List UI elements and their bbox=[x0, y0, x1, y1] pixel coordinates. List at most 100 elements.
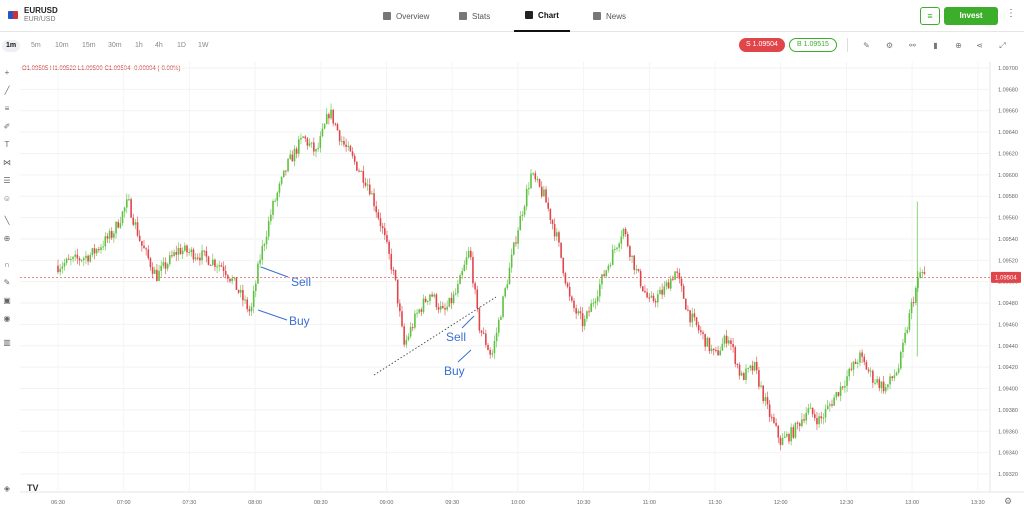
more-options-icon[interactable]: ⋮ bbox=[1006, 8, 1016, 19]
candle-body bbox=[642, 286, 644, 292]
timeframe-1m[interactable]: 1m bbox=[2, 40, 21, 52]
timeframe-1d[interactable]: 1D bbox=[177, 42, 186, 49]
ruler-icon[interactable]: ╲ bbox=[4, 216, 10, 225]
share-icon[interactable]: ⋖ bbox=[976, 41, 983, 50]
crosshair-icon[interactable]: + bbox=[4, 68, 10, 77]
text-tool-icon[interactable]: T bbox=[4, 140, 10, 149]
candle-body bbox=[117, 221, 119, 228]
candle-body bbox=[371, 193, 373, 195]
timeframe-5m[interactable]: 5m bbox=[31, 42, 41, 49]
candle-body bbox=[506, 284, 509, 289]
ohlc-open: O1.09505 bbox=[22, 66, 49, 72]
candle-body bbox=[639, 271, 642, 287]
candle-body bbox=[257, 263, 259, 284]
timeframe-30m[interactable]: 30m bbox=[108, 42, 122, 49]
candle-body bbox=[740, 373, 743, 376]
grid-icon bbox=[383, 12, 391, 20]
timeframe-15m[interactable]: 15m bbox=[82, 42, 96, 49]
candle-body bbox=[407, 336, 410, 340]
candle-body bbox=[280, 177, 283, 184]
candle-body bbox=[196, 257, 199, 259]
symbol-header[interactable]: EURUSD EUR/USD bbox=[8, 6, 58, 24]
invest-button[interactable]: Invest bbox=[944, 7, 998, 25]
price-chart[interactable]: Sell Buy Sell Buy 1.09700 1.09680 1.09660 1… bbox=[0, 62, 1024, 510]
candle-body bbox=[325, 114, 328, 125]
candle-body bbox=[568, 286, 571, 297]
candle-body bbox=[710, 348, 713, 352]
candle-body bbox=[583, 318, 586, 327]
gear-icon[interactable]: ⚙ bbox=[885, 41, 894, 50]
candle-body bbox=[878, 379, 881, 389]
candle-body bbox=[601, 274, 603, 285]
candle-body bbox=[216, 266, 218, 268]
candle-body bbox=[850, 368, 853, 370]
candle-body bbox=[362, 170, 365, 183]
emoji-icon[interactable]: ☺ bbox=[2, 194, 12, 203]
fullscreen-icon[interactable]: ⤢ bbox=[999, 41, 1006, 50]
add-icon[interactable]: ⊕ bbox=[955, 41, 962, 50]
candle-body bbox=[384, 228, 386, 236]
pen-lock-icon[interactable]: ✎ bbox=[3, 278, 11, 287]
candle-body bbox=[263, 244, 266, 247]
chart-type-icon[interactable]: ▮ bbox=[933, 41, 938, 50]
watchlist-button[interactable]: ≡ bbox=[920, 7, 940, 25]
candle-body bbox=[169, 255, 171, 265]
timeframe-10m[interactable]: 10m bbox=[55, 42, 69, 49]
draw-pencil-icon[interactable]: ✎ bbox=[863, 41, 870, 50]
candle-body bbox=[353, 155, 356, 162]
candle-body bbox=[435, 294, 438, 308]
pattern-icon[interactable]: ⋈ bbox=[3, 158, 11, 167]
candle-body bbox=[164, 262, 167, 269]
trend-line-icon[interactable]: ╱ bbox=[4, 86, 10, 95]
candle-body bbox=[394, 270, 397, 280]
timeframe-4h[interactable]: 4h bbox=[155, 42, 163, 49]
candle-body bbox=[517, 230, 519, 244]
trash-icon[interactable]: ▥ bbox=[3, 338, 11, 347]
timeframe-1w[interactable]: 1W bbox=[198, 42, 209, 49]
candle-body bbox=[620, 236, 623, 244]
candle-body bbox=[480, 330, 483, 333]
lock-icon[interactable]: ▣ bbox=[3, 296, 11, 305]
candle-body bbox=[882, 381, 885, 392]
candle-body bbox=[884, 387, 887, 392]
layers-icon[interactable]: ◈ bbox=[3, 484, 11, 493]
magnet-icon[interactable]: ∩ bbox=[4, 260, 10, 269]
candle-body bbox=[76, 254, 79, 259]
zoom-icon[interactable]: ⊕ bbox=[3, 234, 11, 243]
chart-settings-gear-icon[interactable]: ⚙ bbox=[1004, 496, 1012, 506]
candle-body bbox=[826, 405, 829, 410]
sell-price-button[interactable]: S 1.09504 bbox=[739, 38, 785, 52]
candle-body bbox=[91, 248, 94, 256]
eye-icon[interactable]: ◉ bbox=[3, 314, 11, 323]
candle-body bbox=[291, 154, 294, 162]
tab-news[interactable]: News bbox=[593, 0, 626, 32]
timeframe-1h[interactable]: 1h bbox=[135, 42, 143, 49]
candle-body bbox=[381, 226, 384, 229]
eu-us-flag-icon bbox=[8, 11, 18, 19]
candle-body bbox=[689, 310, 691, 323]
buy-annotation-line-2 bbox=[457, 349, 472, 363]
candle-body bbox=[358, 170, 360, 172]
candle-body bbox=[732, 344, 734, 348]
candle-body bbox=[134, 222, 137, 225]
fib-icon[interactable]: ☰ bbox=[3, 176, 11, 185]
candle-body bbox=[893, 375, 896, 379]
tab-chart[interactable]: Chart bbox=[514, 0, 570, 32]
candle-body bbox=[227, 275, 229, 279]
indicators-icon[interactable]: ⚯ bbox=[909, 41, 916, 50]
candle-body bbox=[259, 259, 261, 264]
buy-price-button[interactable]: B 1.09515 bbox=[789, 38, 837, 52]
candle-body bbox=[876, 379, 878, 383]
candle-body bbox=[852, 361, 855, 370]
current-price-label: 1.09504 bbox=[995, 275, 1017, 281]
horizontal-lines-icon[interactable]: ≡ bbox=[4, 104, 10, 113]
candle-body bbox=[138, 235, 141, 241]
candle-body bbox=[151, 267, 154, 274]
candle-body bbox=[775, 422, 777, 426]
candle-body bbox=[255, 283, 257, 291]
candle-body bbox=[833, 397, 835, 406]
news-icon bbox=[593, 12, 601, 20]
brush-icon[interactable]: ✐ bbox=[3, 122, 11, 131]
tab-overview[interactable]: Overview bbox=[383, 0, 429, 32]
tab-stats[interactable]: Stats bbox=[459, 0, 490, 32]
